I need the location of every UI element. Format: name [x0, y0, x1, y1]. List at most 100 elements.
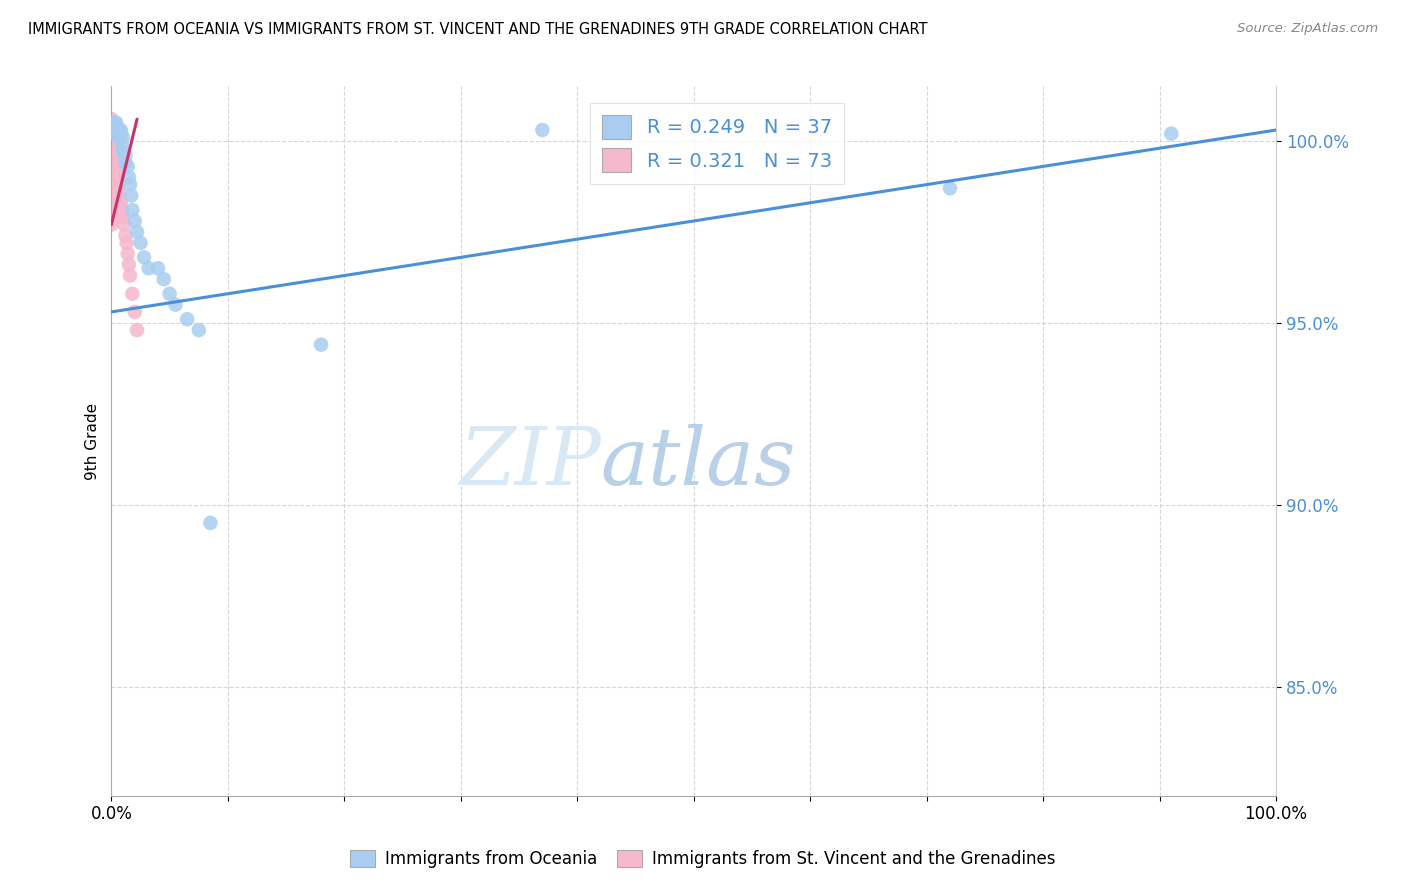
- Point: [112, 145, 135, 159]
- Point: [159, 286, 181, 301]
- Point: [103, 174, 125, 188]
- Point: [100, 178, 122, 192]
- Point: [103, 127, 125, 141]
- Point: [100, 148, 122, 162]
- Point: [110, 207, 132, 221]
- Point: [939, 181, 962, 195]
- Point: [100, 116, 122, 130]
- Point: [101, 188, 124, 202]
- Point: [118, 258, 141, 272]
- Point: [100, 195, 122, 210]
- Point: [117, 246, 139, 260]
- Point: [104, 127, 127, 141]
- Point: [117, 160, 139, 174]
- Point: [105, 167, 128, 181]
- Point: [100, 202, 122, 217]
- Point: [124, 305, 146, 319]
- Point: [124, 214, 146, 228]
- Point: [100, 192, 122, 206]
- Point: [105, 192, 128, 206]
- Point: [103, 148, 125, 162]
- Point: [118, 178, 141, 192]
- Point: [100, 127, 122, 141]
- Point: [104, 116, 127, 130]
- Point: [108, 123, 131, 137]
- Point: [111, 202, 134, 217]
- Point: [104, 167, 127, 181]
- Point: [100, 163, 122, 178]
- Point: [138, 261, 160, 276]
- Point: [104, 188, 127, 202]
- Point: [107, 181, 129, 195]
- Y-axis label: 9th Grade: 9th Grade: [86, 402, 100, 480]
- Point: [104, 178, 127, 192]
- Point: [105, 178, 128, 192]
- Point: [101, 130, 124, 145]
- Point: [101, 160, 124, 174]
- Point: [105, 120, 128, 134]
- Point: [531, 123, 554, 137]
- Point: [112, 218, 135, 232]
- Point: [100, 214, 122, 228]
- Text: IMMIGRANTS FROM OCEANIA VS IMMIGRANTS FROM ST. VINCENT AND THE GRENADINES 9TH GR: IMMIGRANTS FROM OCEANIA VS IMMIGRANTS FR…: [28, 22, 928, 37]
- Point: [103, 137, 125, 152]
- Point: [309, 337, 332, 351]
- Point: [107, 130, 129, 145]
- Point: [100, 160, 122, 174]
- Point: [101, 123, 124, 137]
- Point: [103, 123, 125, 137]
- Point: [111, 137, 134, 152]
- Point: [114, 148, 136, 162]
- Point: [100, 181, 122, 195]
- Point: [118, 170, 141, 185]
- Point: [114, 155, 136, 169]
- Point: [101, 167, 124, 181]
- Point: [107, 192, 129, 206]
- Point: [100, 218, 122, 232]
- Point: [110, 127, 132, 141]
- Point: [100, 199, 122, 213]
- Point: [132, 251, 155, 265]
- Point: [125, 323, 148, 337]
- Point: [115, 235, 138, 250]
- Point: [110, 123, 132, 137]
- Point: [104, 145, 127, 159]
- Point: [114, 228, 136, 243]
- Point: [176, 312, 198, 326]
- Point: [100, 112, 122, 127]
- Point: [100, 170, 122, 185]
- Point: [110, 195, 132, 210]
- Point: [100, 123, 122, 137]
- Text: ZIP: ZIP: [458, 424, 600, 501]
- Point: [105, 127, 128, 141]
- Point: [101, 137, 124, 152]
- Point: [100, 174, 122, 188]
- Point: [100, 134, 122, 148]
- Point: [121, 286, 143, 301]
- Text: Source: ZipAtlas.com: Source: ZipAtlas.com: [1237, 22, 1378, 36]
- Point: [100, 130, 122, 145]
- Point: [105, 116, 128, 130]
- Point: [100, 207, 122, 221]
- Point: [101, 145, 124, 159]
- Point: [100, 185, 122, 199]
- Point: [112, 211, 135, 225]
- Point: [101, 174, 124, 188]
- Legend: R = 0.249   N = 37, R = 0.321   N = 73: R = 0.249 N = 37, R = 0.321 N = 73: [591, 103, 844, 184]
- Point: [101, 181, 124, 195]
- Point: [112, 130, 135, 145]
- Point: [108, 199, 131, 213]
- Point: [105, 181, 128, 195]
- Point: [153, 272, 176, 286]
- Point: [100, 155, 122, 169]
- Point: [200, 516, 222, 530]
- Point: [129, 235, 152, 250]
- Point: [120, 188, 142, 202]
- Point: [1160, 127, 1182, 141]
- Point: [100, 211, 122, 225]
- Point: [100, 167, 122, 181]
- Point: [105, 170, 128, 185]
- Legend: Immigrants from Oceania, Immigrants from St. Vincent and the Grenadines: Immigrants from Oceania, Immigrants from…: [343, 843, 1063, 875]
- Point: [165, 298, 187, 312]
- Point: [104, 155, 127, 169]
